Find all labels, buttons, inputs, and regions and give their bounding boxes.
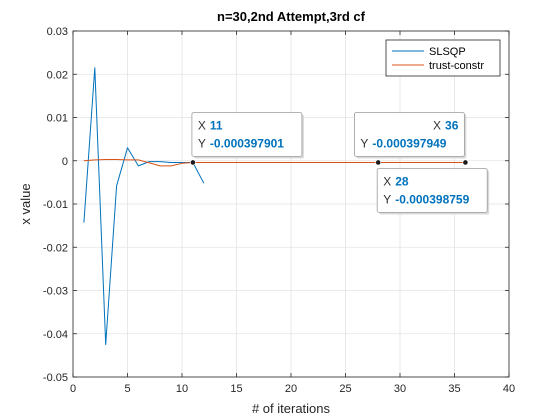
x-tick-label: 0 [70,383,76,395]
x-tick-label: 35 [448,383,460,395]
datatip-y-row: Y -0.000398759 [383,192,469,206]
datatip-y-label: Y [383,192,391,206]
legend-entry: trust-constr [429,60,484,72]
y-tick-label: 0.01 [47,113,68,125]
datatip-marker[interactable] [462,159,469,166]
x-tick-label: 25 [339,383,351,395]
legend-box [385,39,501,77]
x-axis-label: # of iterations [252,401,331,416]
x-tick-label: 30 [394,383,406,395]
datatip-y-value: -0.000398759 [395,192,469,206]
y-tick-label: -0.04 [43,329,68,341]
y-tick-label: -0.02 [43,242,68,254]
legend-entry: SLSQP [429,46,466,58]
y-axis-label: x value [18,183,33,224]
datatip-box [353,112,465,157]
datatip-x-value: 36 [445,118,459,132]
datatip-x-label: X [198,118,206,132]
y-tick-label: 0.02 [47,69,68,81]
series-line-1 [83,67,205,346]
datatip-y-label: Y [198,136,206,150]
y-tick-label: -0.01 [43,199,68,211]
datatip-y-value: -0.000397949 [372,136,446,150]
y-tick-label: 0 [62,156,68,168]
datatip[interactable]: X 36 Y -0.000397949 [353,112,469,166]
datatip-x-label: X [383,174,391,188]
datatip[interactable]: X 28 Y -0.000398759 [375,159,490,215]
x-tick-label: 20 [285,383,297,395]
legend: SLSQP trust-constr [385,39,501,77]
x-tick-label: 10 [176,383,188,395]
axis-ticks: 0 5 10 15 20 25 30 35 40 -0.05 -0.04 -0.03 -0.02 -0.0… [43,26,515,395]
x-tick-label: 15 [230,383,242,395]
chart-title: n=30,2nd Attempt,3rd cf [217,9,366,24]
series-layer [83,67,466,346]
datatip-y-value: -0.000397901 [210,136,284,150]
series-line-2 [83,159,466,167]
y-tick-label: -0.03 [43,286,68,298]
datatip-x-value: 28 [395,174,409,188]
x-tick-label: 40 [503,383,515,395]
datatip[interactable]: X 11 Y -0.000397901 [189,112,304,166]
datatip-x-row: X 11 [198,118,223,132]
datatip-x-row: X 36 [433,118,459,132]
datatip-box [191,112,303,157]
datatip-marker[interactable] [189,159,196,166]
datatip-x-value: 11 [210,118,223,132]
datatips: X 11 Y -0.000397901 X 36 Y -0.000397949 X 28 Y -0.0… [189,112,490,215]
y-tick-label: -0.05 [43,372,68,384]
x-tick-label: 5 [124,383,130,395]
datatip-y-label: Y [360,136,368,150]
datatip-x-row: X 28 [383,174,409,188]
datatip-y-row: Y -0.000397949 [360,136,446,150]
datatip-box [376,168,488,213]
datatip-y-row: Y -0.000397901 [198,136,284,150]
datatip-x-label: X [433,118,441,132]
datatip-marker[interactable] [375,159,382,166]
y-tick-label: 0.03 [47,26,68,38]
